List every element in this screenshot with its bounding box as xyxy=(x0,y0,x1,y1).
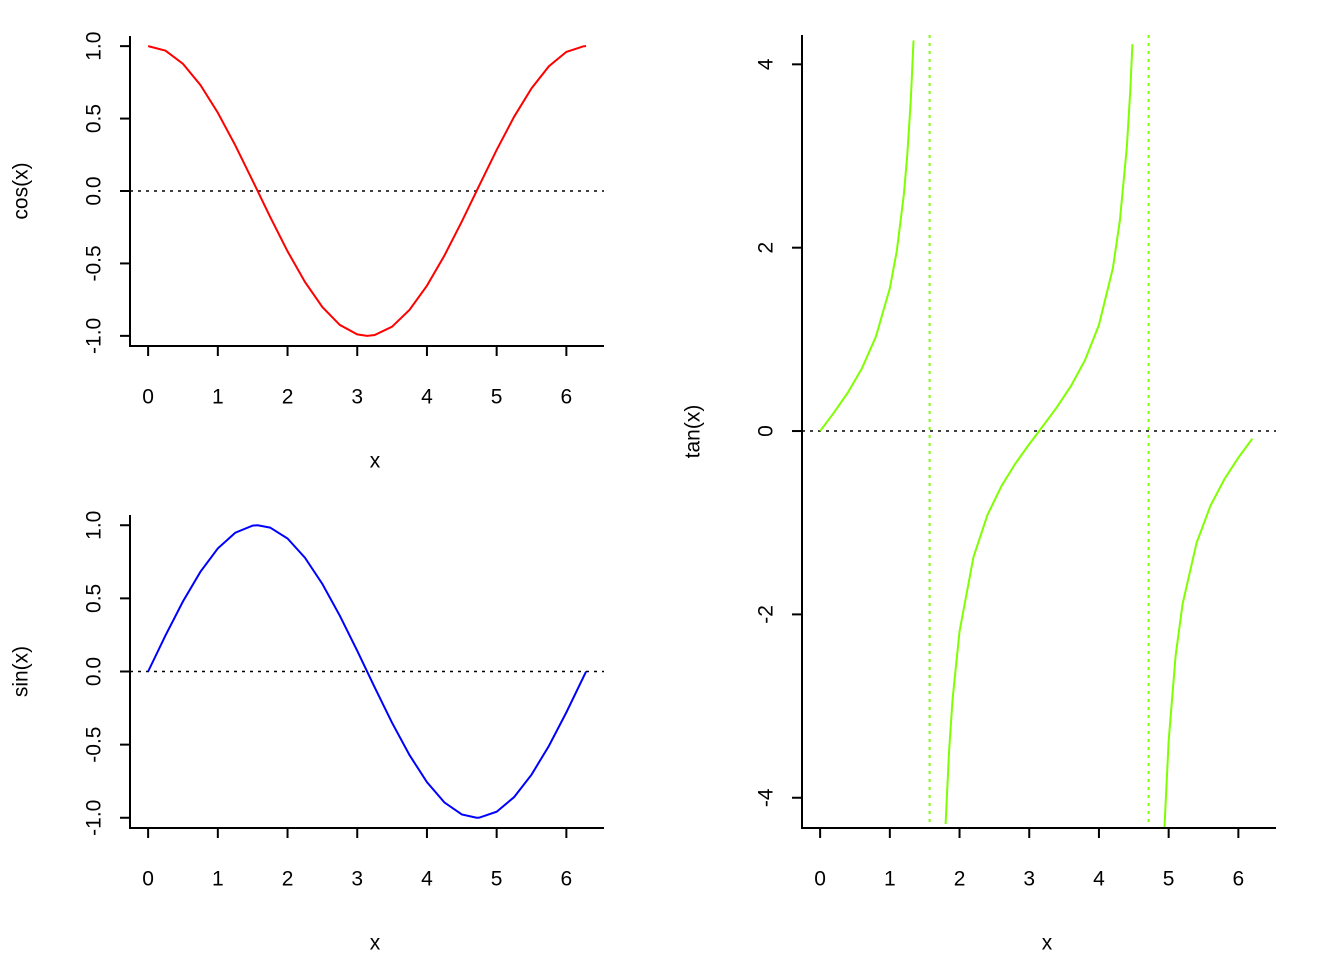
y-axis-label: tan(x) xyxy=(682,405,705,459)
panel: 0 1 2 3 4 5 6 -1.0 -0.5 0.0 0.5 1.0 x sin(x) xyxy=(10,511,604,955)
x-tick-label: 6 xyxy=(561,386,573,409)
y-tick-label: 0.5 xyxy=(83,584,106,613)
x-tick-label: 2 xyxy=(954,868,966,891)
x-tick-label: 4 xyxy=(421,386,433,409)
x-tick-label: 3 xyxy=(351,868,363,891)
x-tick-label: 3 xyxy=(351,386,363,409)
y-tick-label: 0 xyxy=(755,425,778,437)
panel: 0 1 2 3 4 5 6 -1.0 -0.5 0.0 0.5 1.0 x cos(x) xyxy=(10,32,604,473)
x-tick-label: 2 xyxy=(282,868,294,891)
y-axis-label: cos(x) xyxy=(10,162,33,219)
curve xyxy=(819,40,1254,828)
y-tick-label: -2 xyxy=(755,605,778,624)
curve xyxy=(147,45,587,337)
x-axis-label: x xyxy=(1042,932,1053,955)
x-tick-label: 5 xyxy=(491,868,503,891)
y-tick-label: 0.5 xyxy=(83,104,106,133)
y-tick-label: -0.5 xyxy=(83,727,106,763)
x-axis-label: x xyxy=(370,450,381,473)
x-tick-label: 1 xyxy=(212,386,224,409)
y-tick-label: -0.5 xyxy=(83,245,106,281)
x-tick-label: 4 xyxy=(1093,868,1105,891)
y-tick-label: 2 xyxy=(755,242,778,254)
x-tick-label: 2 xyxy=(282,386,294,409)
x-tick-label: 1 xyxy=(212,868,224,891)
y-tick-label: -4 xyxy=(755,788,778,807)
y-tick-label: 0.0 xyxy=(83,176,106,205)
x-tick-label: 0 xyxy=(142,868,154,891)
x-tick-label: 5 xyxy=(491,386,503,409)
y-tick-label: 0.0 xyxy=(83,657,106,686)
x-tick-label: 1 xyxy=(884,868,896,891)
y-axis-label: sin(x) xyxy=(10,646,33,697)
curve xyxy=(147,524,588,819)
panel: 0 1 2 3 4 5 6 -4 -2 0 2 4 x tan(x) xyxy=(682,35,1276,955)
x-tick-label: 5 xyxy=(1163,868,1175,891)
x-tick-label: 3 xyxy=(1023,868,1035,891)
x-axis-label: x xyxy=(370,932,381,955)
axis-frame xyxy=(801,35,1276,829)
x-tick-label: 6 xyxy=(561,868,573,891)
axis-frame xyxy=(129,515,604,829)
y-tick-label: 1.0 xyxy=(83,511,106,540)
y-tick-label: 4 xyxy=(755,58,778,70)
x-tick-label: 0 xyxy=(142,386,154,409)
x-tick-label: 4 xyxy=(421,868,433,891)
x-tick-label: 0 xyxy=(814,868,826,891)
y-tick-label: 1.0 xyxy=(83,32,106,61)
y-tick-label: -1.0 xyxy=(83,318,106,354)
x-tick-label: 6 xyxy=(1233,868,1245,891)
axis-frame xyxy=(129,36,604,347)
y-tick-label: -1.0 xyxy=(83,800,106,836)
